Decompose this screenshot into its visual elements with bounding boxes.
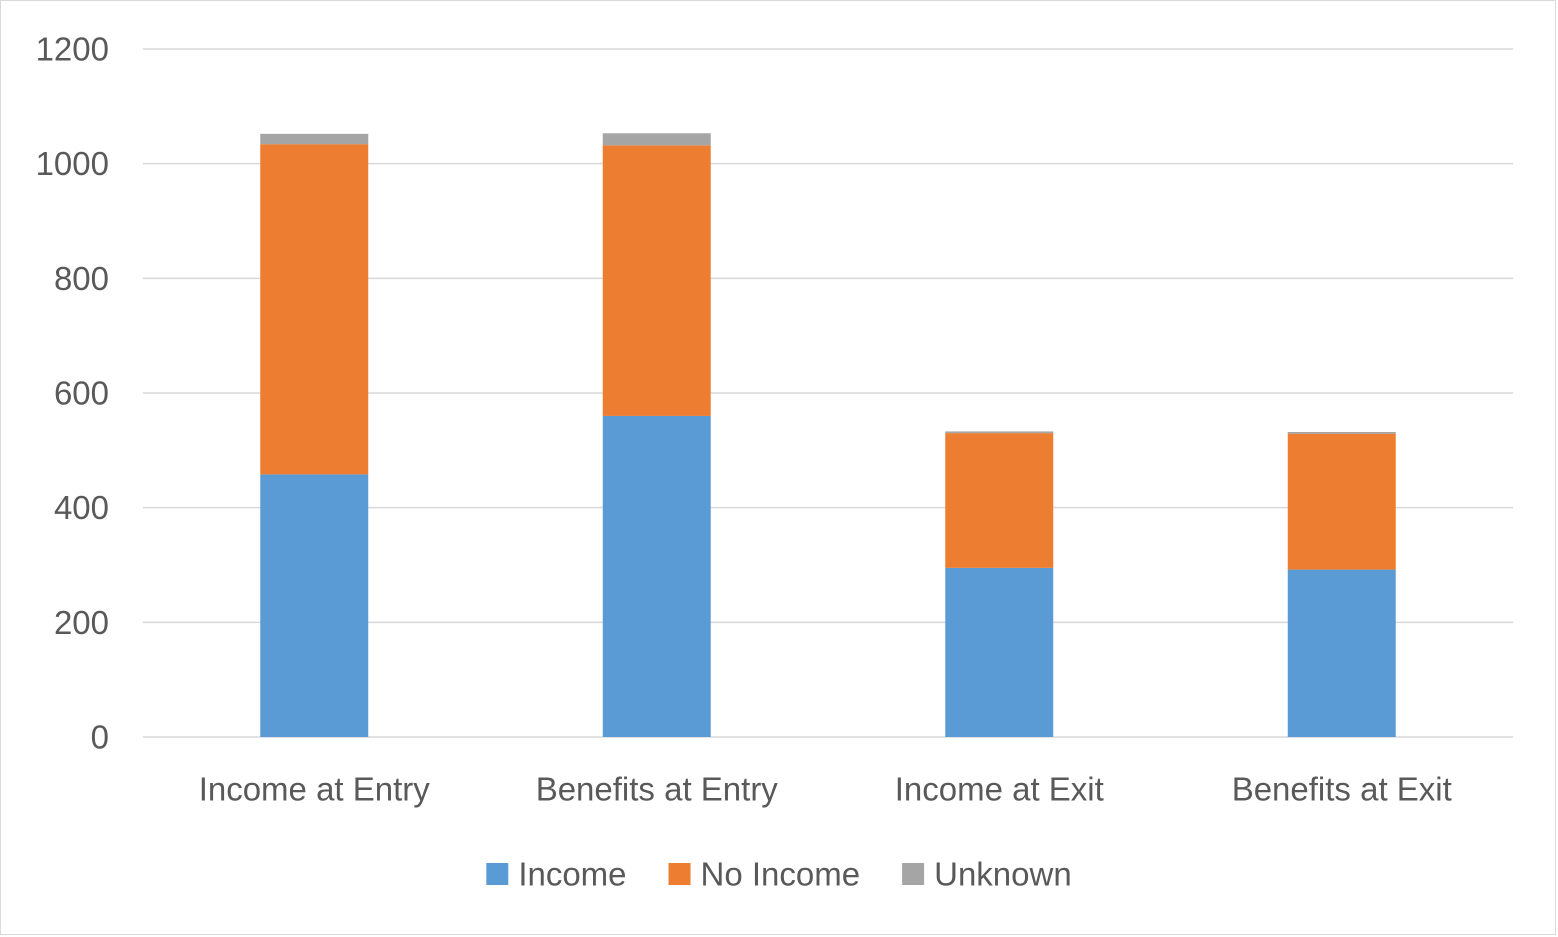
y-tick-label: 200 xyxy=(54,604,109,641)
bar-unknown xyxy=(260,133,369,145)
y-axis-ticks: 0 200 400 600 800 1000 1200 xyxy=(36,31,109,756)
bar-unknown xyxy=(945,431,1054,434)
bar-unknown xyxy=(1287,431,1396,434)
bar-income xyxy=(260,474,369,737)
x-axis-ticks: Income at Entry Benefits at Entry Income a… xyxy=(199,771,1452,808)
bar-no-income xyxy=(602,145,711,416)
legend-label: Income xyxy=(518,856,626,893)
y-tick-label: 1000 xyxy=(36,145,109,182)
y-tick-label: 1200 xyxy=(36,31,109,68)
legend-swatch-income xyxy=(486,863,509,885)
y-tick-label: 600 xyxy=(54,375,109,412)
bar-income xyxy=(945,567,1054,737)
bar-no-income xyxy=(945,433,1054,568)
legend-label: Unknown xyxy=(934,856,1072,893)
x-tick-label: Benefits at Entry xyxy=(536,771,779,808)
bar-income xyxy=(1287,569,1396,737)
y-tick-label: 800 xyxy=(54,260,109,297)
bar-income xyxy=(602,415,711,737)
legend: Income No Income Unknown xyxy=(486,856,1072,893)
y-tick-label: 400 xyxy=(54,489,109,526)
legend-label: No Income xyxy=(701,856,861,893)
legend-swatch-no-income xyxy=(668,863,691,885)
legend-swatch-unknown xyxy=(902,863,925,885)
y-tick-label: 0 xyxy=(91,719,109,756)
bar-unknown xyxy=(602,133,711,146)
x-tick-label: Income at Entry xyxy=(199,771,431,808)
bars xyxy=(260,133,1396,737)
gridlines xyxy=(143,48,1513,738)
x-tick-label: Benefits at Exit xyxy=(1232,771,1452,808)
bar-no-income xyxy=(1287,433,1396,570)
x-tick-label: Income at Exit xyxy=(895,771,1104,808)
bar-no-income xyxy=(260,144,369,475)
